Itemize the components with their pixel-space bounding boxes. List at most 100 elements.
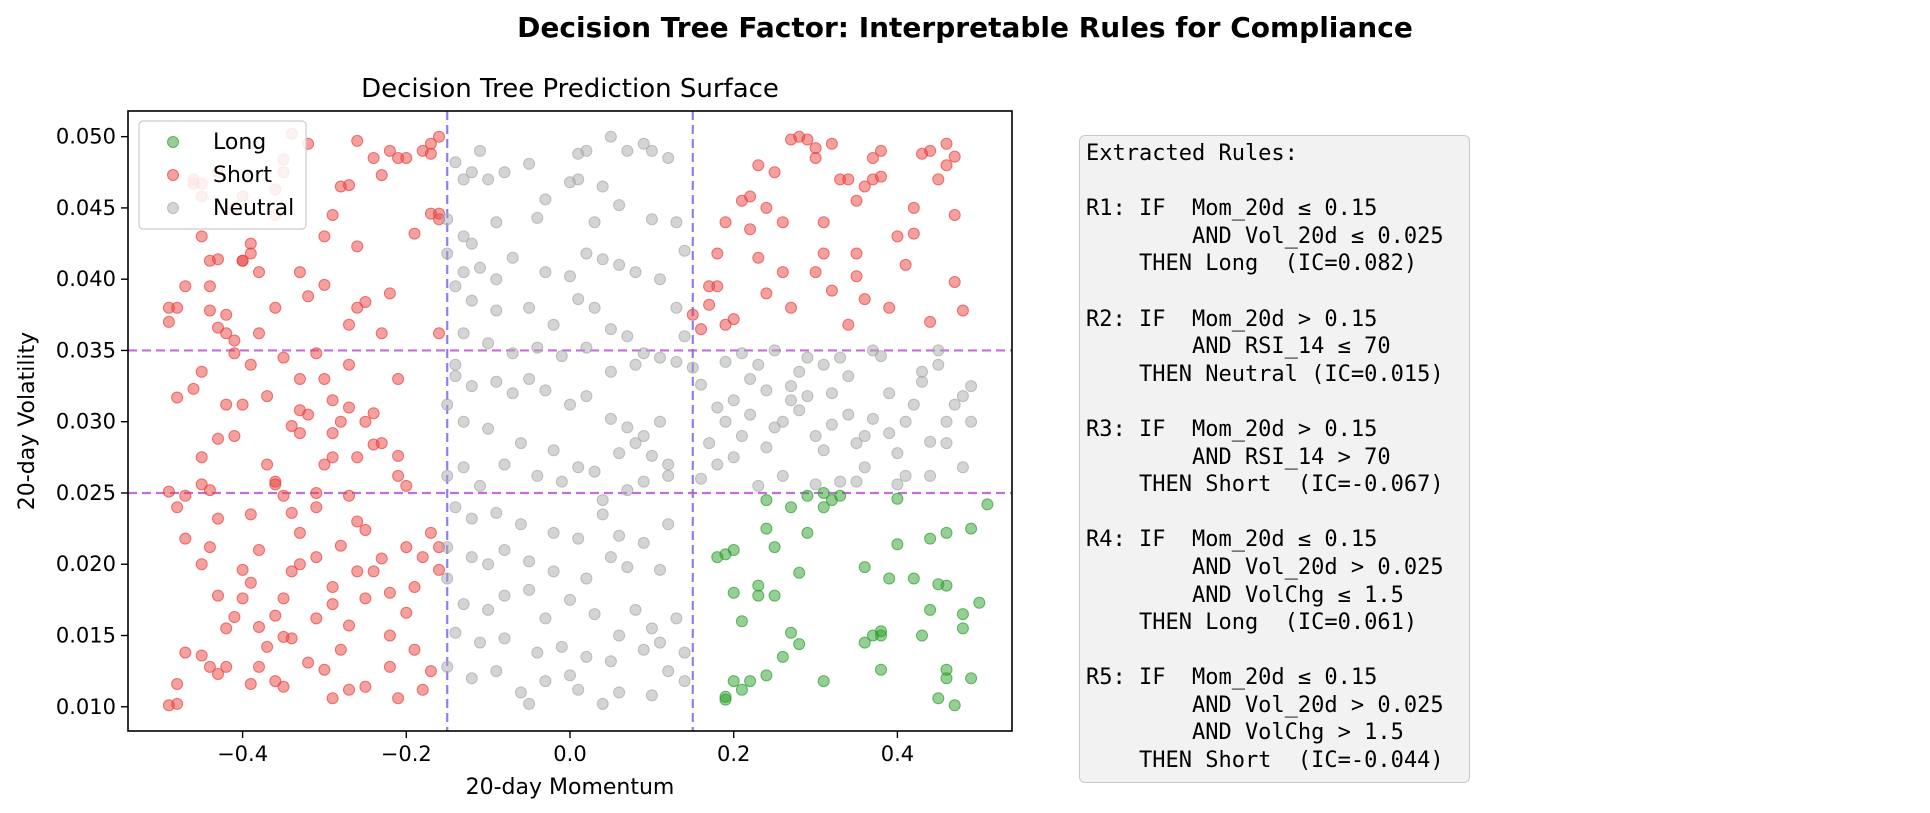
point-neutral — [662, 152, 675, 164]
point-long — [768, 589, 781, 602]
point-short — [359, 296, 372, 308]
point-neutral — [596, 253, 609, 266]
point-neutral — [760, 441, 773, 454]
point-neutral — [457, 230, 470, 243]
point-long — [727, 675, 740, 688]
series-short — [162, 127, 969, 712]
point-short — [326, 692, 339, 705]
x-tick-label: 0.0 — [553, 742, 586, 766]
point-neutral — [506, 387, 519, 400]
point-long — [817, 675, 830, 688]
point-neutral — [441, 572, 454, 585]
point-neutral — [883, 427, 896, 440]
point-neutral — [604, 412, 617, 425]
point-neutral — [490, 506, 503, 519]
point-neutral — [580, 341, 593, 354]
point-short — [334, 415, 347, 428]
point-short — [310, 487, 323, 499]
point-short — [203, 484, 216, 497]
point-neutral — [441, 541, 454, 554]
point-neutral — [465, 294, 478, 307]
point-short — [220, 622, 233, 635]
point-neutral — [449, 280, 462, 293]
point-neutral — [449, 370, 462, 383]
point-short — [220, 327, 233, 340]
point-short — [359, 592, 372, 605]
point-short — [424, 526, 437, 539]
point-neutral — [613, 199, 626, 212]
point-long — [727, 544, 740, 556]
point-neutral — [621, 421, 634, 434]
point-short — [171, 501, 184, 514]
point-neutral — [727, 394, 740, 407]
point-neutral — [621, 561, 634, 574]
point-neutral — [604, 655, 617, 668]
point-neutral — [441, 469, 454, 482]
point-neutral — [719, 355, 732, 368]
point-neutral — [457, 327, 470, 340]
point-neutral — [719, 415, 732, 428]
point-short — [408, 643, 421, 656]
point-short — [392, 373, 405, 385]
point-neutral — [539, 266, 552, 279]
point-long — [801, 489, 814, 502]
x-axis-label: 20-day Momentum — [466, 775, 675, 800]
point-neutral — [776, 415, 789, 428]
point-short — [392, 692, 405, 705]
point-short — [195, 365, 208, 378]
point-short — [924, 315, 937, 328]
point-neutral — [613, 258, 626, 271]
point-neutral — [686, 361, 699, 374]
legend-label-neutral: Neutral — [213, 196, 294, 221]
point-neutral — [645, 213, 658, 226]
point-neutral — [547, 565, 560, 578]
point-neutral — [555, 640, 568, 653]
point-neutral — [555, 475, 568, 488]
point-neutral — [596, 180, 609, 193]
x-tick-label: −0.2 — [381, 742, 432, 766]
point-neutral — [539, 675, 552, 688]
point-short — [269, 675, 282, 688]
point-neutral — [588, 216, 601, 229]
point-neutral — [916, 365, 928, 378]
point-neutral — [752, 479, 765, 492]
point-short — [727, 313, 740, 326]
point-short — [383, 144, 396, 157]
point-neutral — [523, 555, 536, 568]
point-neutral — [465, 166, 478, 179]
point-neutral — [637, 430, 650, 442]
point-short — [310, 551, 323, 564]
point-short — [212, 512, 224, 525]
x-tick-label: 0.4 — [881, 742, 914, 766]
point-short — [261, 640, 274, 653]
point-neutral — [965, 415, 978, 428]
point-short — [424, 207, 437, 220]
point-neutral — [564, 270, 576, 283]
point-neutral — [572, 532, 585, 545]
point-neutral — [588, 301, 601, 314]
point-neutral — [555, 350, 568, 363]
point-neutral — [457, 598, 470, 611]
point-short — [195, 558, 208, 571]
point-neutral — [883, 387, 896, 400]
point-short — [424, 147, 437, 160]
point-neutral — [474, 144, 486, 157]
point-long — [948, 699, 961, 712]
point-neutral — [727, 451, 740, 464]
point-neutral — [523, 157, 536, 170]
point-neutral — [866, 412, 879, 425]
point-neutral — [482, 558, 495, 571]
point-neutral — [834, 351, 847, 364]
legend-marker-neutral — [167, 202, 179, 214]
point-short — [866, 152, 879, 164]
point-short — [318, 458, 331, 471]
point-neutral — [596, 697, 609, 710]
point-neutral — [621, 330, 634, 343]
point-short — [899, 258, 912, 271]
point-neutral — [842, 408, 855, 421]
point-long — [965, 522, 978, 535]
point-short — [351, 565, 364, 578]
point-long — [875, 625, 887, 638]
point-neutral — [735, 430, 748, 442]
